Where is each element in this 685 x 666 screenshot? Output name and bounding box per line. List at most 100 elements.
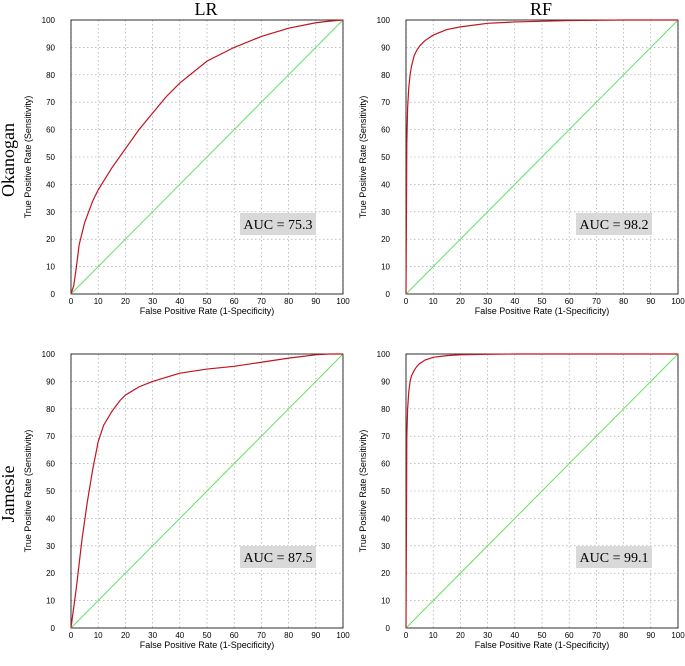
y-tick-label: 60	[381, 460, 390, 469]
x-tick-label: 80	[619, 631, 628, 640]
y-tick-label: 70	[46, 432, 55, 441]
x-tick-label: 50	[538, 297, 547, 306]
y-tick-label: 30	[46, 208, 55, 217]
y-tick-label: 10	[46, 263, 55, 272]
auc-label: AUC = 87.5	[244, 551, 313, 566]
x-tick-label: 20	[121, 297, 130, 306]
y-tick-label: 30	[46, 542, 55, 551]
column-title-lr: LR	[194, 0, 217, 19]
y-tick-label: 50	[381, 487, 390, 496]
reference-diagonal-line	[405, 353, 679, 629]
x-axis-label: False Positive Rate (1-Specificity)	[475, 640, 610, 650]
y-tick-label: 40	[46, 180, 55, 189]
y-tick-label: 50	[381, 153, 390, 162]
y-tick-label: 20	[46, 569, 55, 578]
x-tick-label: 90	[311, 631, 320, 640]
auc-box	[240, 546, 316, 568]
x-tick-label: 60	[230, 631, 239, 640]
auc-label: AUC = 99.1	[580, 551, 649, 566]
auc-box	[240, 213, 316, 235]
x-tick-label: 90	[646, 631, 655, 640]
y-tick-label: 10	[381, 597, 390, 606]
x-tick-label: 20	[121, 631, 130, 640]
roc-curve-line	[405, 353, 678, 629]
x-tick-label: 0	[69, 631, 74, 640]
y-axis-label: True Positive Rate (Sensitivity)	[23, 96, 33, 219]
y-tick-label: 40	[46, 514, 55, 523]
x-tick-label: 10	[429, 631, 438, 640]
y-tick-label: 100	[42, 350, 56, 359]
x-tick-label: 20	[456, 631, 465, 640]
x-tick-label: 90	[311, 297, 320, 306]
y-tick-label: 30	[381, 542, 390, 551]
x-tick-label: 30	[148, 297, 157, 306]
row-title-jamesie: Jamesie	[0, 466, 18, 523]
roc-curve-line	[70, 353, 343, 629]
reference-diagonal-line	[70, 19, 344, 295]
y-tick-label: 30	[381, 208, 390, 217]
y-tick-label: 70	[46, 98, 55, 107]
y-tick-label: 70	[381, 432, 390, 441]
x-tick-label: 70	[592, 297, 601, 306]
x-tick-label: 60	[230, 297, 239, 306]
x-axis-label: False Positive Rate (1-Specificity)	[140, 640, 275, 650]
y-tick-label: 40	[381, 514, 390, 523]
y-tick-label: 70	[381, 98, 390, 107]
y-axis-label: True Positive Rate (Sensitivity)	[358, 430, 368, 553]
plot-frame	[70, 19, 344, 295]
column-title-rf: RF	[530, 0, 552, 19]
y-axis-label: True Positive Rate (Sensitivity)	[23, 430, 33, 553]
x-tick-label: 30	[483, 631, 492, 640]
x-tick-label: 60	[565, 297, 574, 306]
x-tick-label: 10	[94, 631, 103, 640]
y-tick-label: 90	[381, 377, 390, 386]
y-tick-label: 80	[381, 405, 390, 414]
y-tick-label: 90	[381, 43, 390, 52]
x-tick-label: 70	[257, 631, 266, 640]
x-tick-label: 90	[646, 297, 655, 306]
x-tick-label: 40	[510, 631, 519, 640]
x-tick-label: 80	[284, 631, 293, 640]
reference-diagonal-line	[70, 353, 344, 629]
x-tick-label: 70	[257, 297, 266, 306]
y-tick-label: 10	[381, 263, 390, 272]
x-tick-label: 80	[619, 297, 628, 306]
x-tick-label: 30	[148, 631, 157, 640]
x-tick-label: 40	[510, 297, 519, 306]
row-title-okanogan: Okanogan	[0, 123, 18, 197]
plot-frame	[405, 19, 679, 295]
y-tick-label: 10	[46, 597, 55, 606]
x-tick-label: 40	[175, 297, 184, 306]
x-tick-label: 100	[336, 631, 350, 640]
x-tick-label: 100	[671, 631, 685, 640]
y-tick-label: 80	[381, 71, 390, 80]
y-tick-label: 100	[377, 350, 391, 359]
x-tick-label: 0	[69, 297, 74, 306]
auc-label: AUC = 98.2	[580, 218, 649, 233]
x-tick-label: 50	[538, 631, 547, 640]
auc-box	[576, 546, 652, 568]
y-axis-label: True Positive Rate (Sensitivity)	[358, 96, 368, 219]
plot-frame	[70, 353, 344, 629]
y-tick-label: 60	[381, 126, 390, 135]
y-tick-label: 20	[46, 235, 55, 244]
y-tick-label: 0	[386, 624, 391, 633]
x-tick-label: 50	[203, 631, 212, 640]
x-tick-label: 100	[336, 297, 350, 306]
x-tick-label: 10	[429, 297, 438, 306]
y-tick-label: 100	[42, 16, 56, 25]
roc-panel-1: 0 10 20 30 40 50 60 70 80 90 100 0 10 20 30 40 50 60 70 80 9…	[23, 16, 350, 316]
x-tick-label: 0	[404, 297, 409, 306]
auc-box	[576, 213, 652, 235]
x-tick-label: 30	[483, 297, 492, 306]
y-tick-label: 100	[377, 16, 391, 25]
x-tick-label: 40	[175, 631, 184, 640]
y-tick-label: 0	[51, 290, 56, 299]
x-tick-label: 10	[94, 297, 103, 306]
y-tick-label: 50	[46, 487, 55, 496]
y-tick-label: 90	[46, 43, 55, 52]
y-tick-label: 0	[386, 290, 391, 299]
x-tick-label: 70	[592, 631, 601, 640]
y-tick-label: 90	[46, 377, 55, 386]
y-tick-label: 60	[46, 460, 55, 469]
